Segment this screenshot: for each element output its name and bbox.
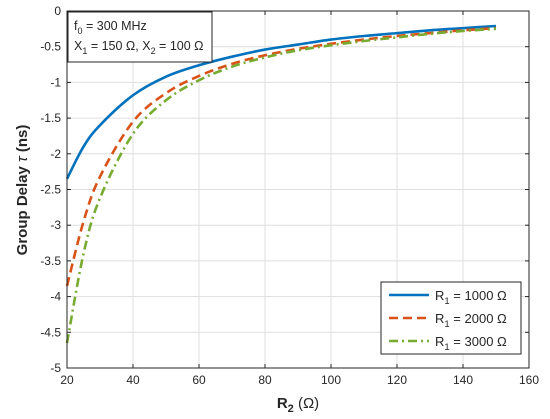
y-axis-title-symbol: τ [14, 155, 31, 162]
x-axis-title-sub: 2 [288, 403, 294, 415]
y-tick-label: -2.5 [40, 183, 61, 197]
y-tick-label: -3.5 [40, 254, 61, 268]
x-tick-label: 60 [192, 373, 206, 387]
tick-labels: 20 40 60 80 100 120 140 160 -5 -4.5 -4 -3.5 -3 -2.5 -2… [40, 4, 539, 387]
y-tick-label: -2 [50, 147, 61, 161]
legend-label-1: R1 = 1000 Ω [435, 288, 507, 307]
series-line-2 [65, 26, 497, 287]
x-axis-title-unit: (Ω) [294, 395, 319, 412]
legend-label-2: R1 = 2000 Ω [435, 311, 507, 330]
annotation-line1: f0 = 300 MHz [74, 19, 147, 36]
y-tick-label: -1.5 [40, 111, 61, 125]
annotation-box [67, 11, 213, 63]
x-tick-label: 20 [60, 373, 74, 387]
x-tick-label: 100 [321, 373, 341, 387]
y-axis-title-unit: (ns) [14, 125, 31, 157]
y-tick-label: -3 [50, 218, 61, 232]
y-axis-title: Group Delay τ (ns) [14, 125, 31, 256]
series-line-3 [65, 27, 497, 344]
y-tick-label: -1 [50, 75, 61, 89]
x-tick-label: 80 [258, 373, 272, 387]
x-tick-label: 40 [126, 373, 140, 387]
parameter-annotation: f0 = 300 MHz X1 = 150 Ω, X2 = 100 Ω [67, 11, 213, 63]
y-tick-label: -4 [50, 290, 61, 304]
y-tick-label: -5 [50, 361, 61, 375]
legend-label-3: R1 = 3000 Ω [435, 334, 507, 353]
x-tick-label: 140 [453, 373, 473, 387]
annotation-line2: X1 = 150 Ω, X2 = 100 Ω [74, 39, 204, 56]
y-tick-label: -4.5 [40, 325, 61, 339]
x-axis-title: R2 (Ω) [277, 395, 319, 415]
grid [67, 11, 529, 368]
series-line-1 [65, 24, 497, 180]
y-tick-label: 0 [54, 4, 61, 18]
series-layer [65, 24, 497, 344]
y-tick-label: -0.5 [40, 40, 61, 54]
x-tick-label: 120 [387, 373, 407, 387]
legend: R1 = 1000 Ω R1 = 2000 Ω R1 = 3000 Ω [380, 281, 522, 355]
x-tick-label: 160 [519, 373, 539, 387]
